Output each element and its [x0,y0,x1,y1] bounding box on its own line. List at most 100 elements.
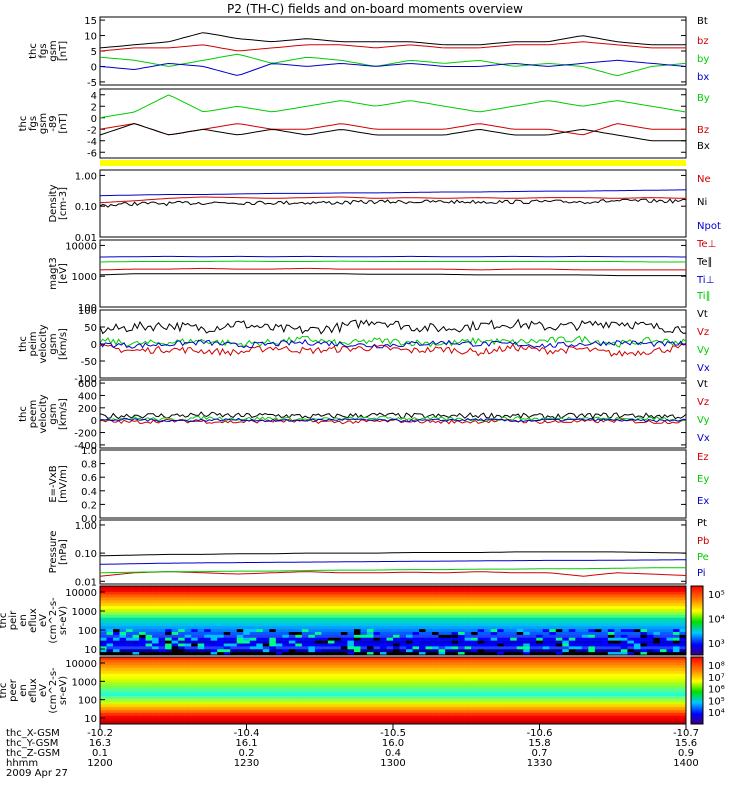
heatmap-cell [633,659,641,663]
heatmap-cell [132,687,140,691]
heatmap-cell [458,701,465,705]
heatmap-cell [607,659,615,663]
x-tick-y-gsm: 16.0 [382,738,404,749]
heatmap-cell [471,611,478,616]
heatmap-cell [301,670,309,675]
heatmap-cell [477,609,485,613]
heatmap-cell [119,673,127,677]
heatmap-cell [308,634,316,639]
heatmap-cell [126,588,133,593]
heatmap-cell [432,679,439,683]
heatmap-cell [484,710,491,714]
heatmap-cell [607,690,615,694]
heatmap-cell [100,586,107,590]
heatmap-cell [132,673,140,677]
heatmap-cell [562,617,570,621]
heatmap-cell [542,588,550,593]
heatmap-cell [555,679,563,683]
heatmap-cell [490,646,498,650]
heatmap-cell [419,634,426,639]
heatmap-cell [419,643,426,647]
heatmap-cell [230,721,238,725]
heatmap-cell [620,679,628,683]
heatmap-cell [373,710,381,714]
heatmap-cell [393,594,400,598]
heatmap-cell [562,704,570,708]
heatmap-cell [230,597,238,601]
heatmap-cell [171,629,179,633]
heatmap-cell [562,652,570,656]
heatmap-cell [510,652,518,656]
heatmap-cell [256,670,264,675]
heatmap-cell [412,659,420,663]
heatmap-cell [666,652,674,656]
heatmap-cell [288,629,296,633]
heatmap-cell [230,712,238,716]
heatmap-cell [607,662,615,666]
heatmap-cell [353,637,361,641]
x-tick-x-gsm: -10.5 [380,728,406,739]
heatmap-cell [588,682,596,686]
heatmap-cell [366,640,374,644]
heatmap-cell [503,634,511,639]
heatmap-cell [373,698,381,702]
heatmap-cell [419,591,426,595]
heatmap-cell [158,611,166,616]
heatmap-cell [262,668,270,672]
heatmap-cell [321,704,329,708]
heatmap-cell [230,586,238,590]
heatmap-cell [451,701,459,705]
heatmap-cell [490,659,498,663]
heatmap-cell [256,715,264,719]
heatmap-cell [197,603,205,607]
heatmap-cell [366,614,374,618]
heatmap-cell [529,682,537,686]
heatmap-cell [646,710,654,714]
heatmap-cell [594,673,602,677]
heatmap-cell [126,696,133,700]
heatmap-cell [640,684,648,689]
heatmap-cell [503,640,511,644]
heatmap-cell [575,701,583,705]
heatmap-cell [425,591,433,595]
heatmap-cell [425,617,433,621]
heatmap-cell [432,597,439,601]
heatmap-cell [366,588,374,593]
heatmap-cell [633,673,641,677]
heatmap-cell [406,609,413,613]
heatmap-cell [243,662,251,666]
heatmap-cell [516,591,524,595]
heatmap-cell [171,690,179,694]
heatmap-cell [471,707,478,711]
heatmap-cell [425,632,433,636]
heatmap-cell [165,611,172,616]
heatmap-cell [464,684,472,689]
heatmap-cell [588,643,596,647]
heatmap-cell [575,617,583,621]
heatmap-cell [620,643,628,647]
legend-entry: Ez [697,452,709,463]
heatmap-cell [184,659,192,663]
heatmap-cell [334,690,342,694]
heatmap-cell [340,588,348,593]
heatmap-cell [425,594,433,598]
heatmap-cell [347,588,355,593]
heatmap-cell [529,665,537,669]
heatmap-cell [646,662,654,666]
heatmap-cell [633,721,641,725]
heatmap-cell [139,649,146,653]
heatmap-cell [295,626,303,630]
heatmap-cell [575,652,583,656]
heatmap-cell [347,657,355,661]
heatmap-cell [282,665,290,669]
heatmap-cell [295,679,303,683]
heatmap-cell [627,687,635,691]
heatmap-cell [412,637,420,641]
heatmap-cell [679,676,687,680]
heatmap-cell [406,646,413,650]
heatmap-cell [100,640,107,644]
heatmap-cell [445,629,452,633]
heatmap-cell [601,609,609,613]
heatmap-cell [210,611,218,616]
heatmap-cell [497,588,504,593]
